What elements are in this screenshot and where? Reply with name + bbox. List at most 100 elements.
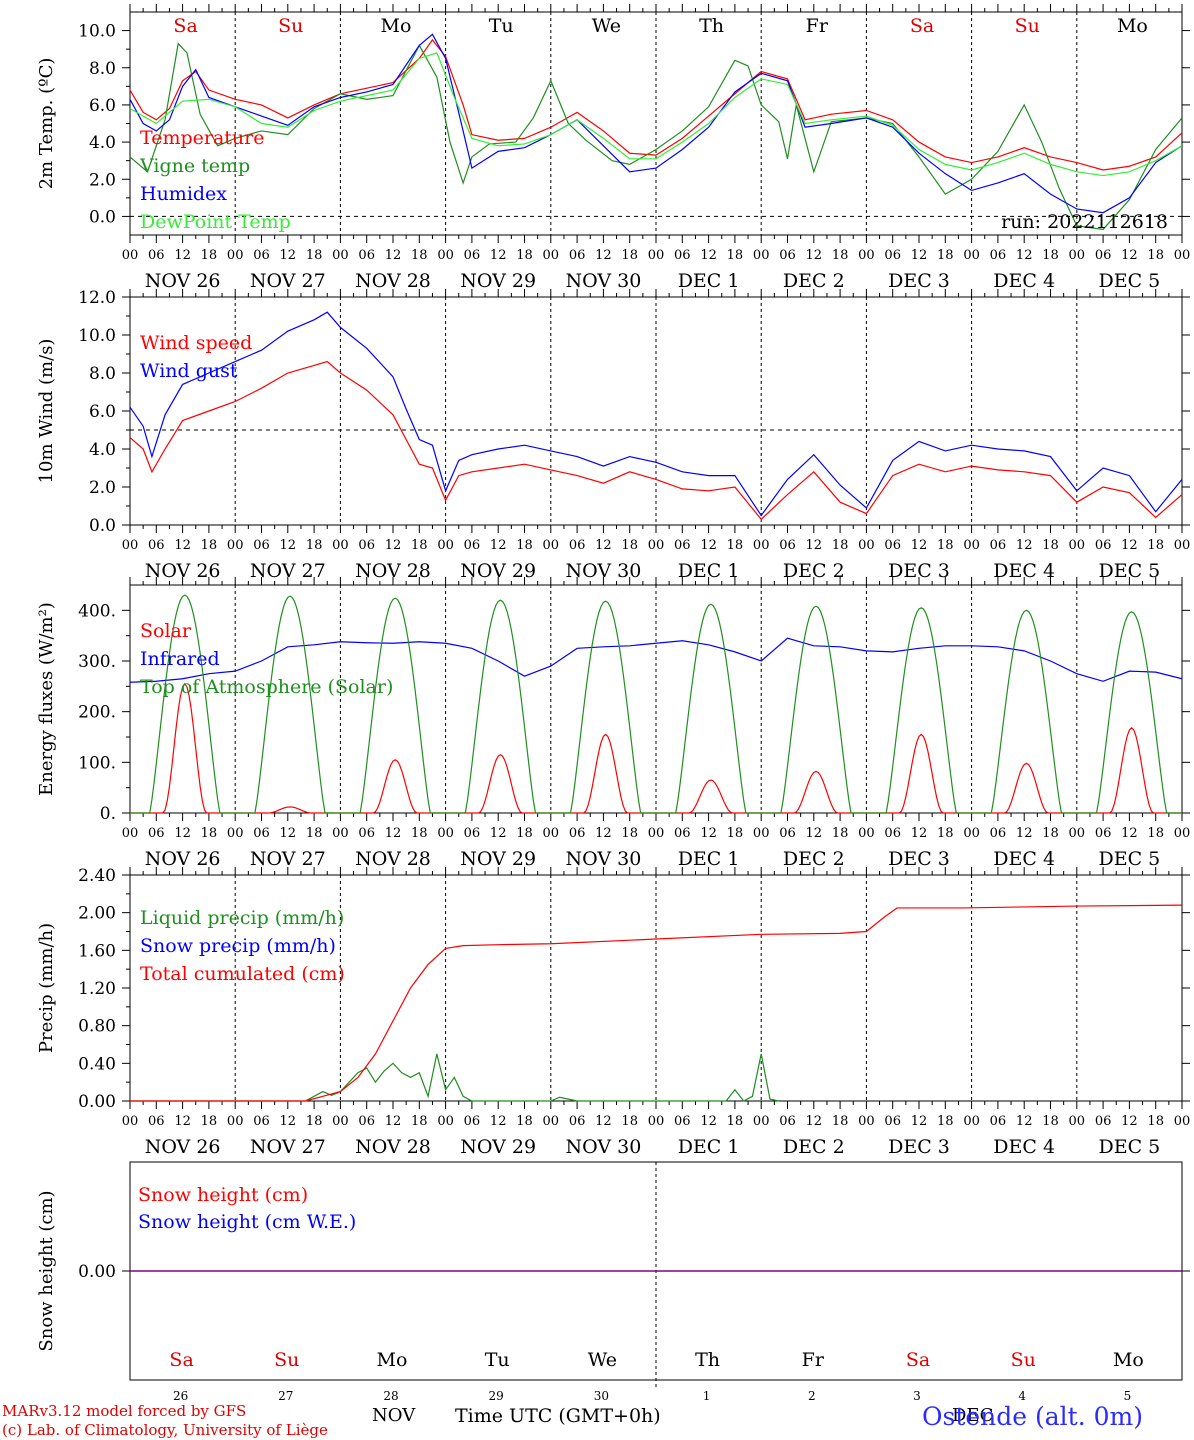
day-number: 30 [594,1389,609,1403]
hour-tick-label: 06 [674,248,691,263]
hour-tick-label: 00 [963,248,980,263]
hour-tick-label: 00 [963,538,980,553]
hour-tick-label: 06 [674,538,691,553]
date-label: NOV 26 [145,1136,221,1158]
weekday-label-top: We [592,15,621,37]
hour-tick-label: 06 [779,826,796,841]
hour-tick-label: 18 [621,538,638,553]
y-tick-label: 2.40 [78,866,116,886]
hour-tick-label: 12 [1121,826,1138,841]
hour-tick-label: 00 [1174,248,1191,263]
legend-entry: Wind gust [140,360,238,382]
hour-tick-label: 12 [1121,248,1138,263]
weekday-label-top: Sa [173,15,197,37]
hour-tick-label: 00 [858,248,875,263]
panel-frame [129,11,1183,236]
hour-tick-label: 12 [595,538,612,553]
date-label: NOV 28 [355,560,431,582]
hour-tick-label: 18 [411,248,428,263]
y-axis-label: Snow height (cm) [36,1190,57,1351]
date-label: NOV 28 [355,848,431,870]
date-label: DEC 1 [678,1136,740,1158]
series-line-total-cumulated-cm- [130,904,1183,1102]
hour-tick-label: 00 [858,1114,875,1129]
y-tick-label: 400. [78,601,116,621]
date-label: DEC 5 [1099,848,1161,870]
hour-tick-label: 12 [490,248,507,263]
weekday-label-top: Tu [489,15,514,37]
hour-tick-label: 00 [753,248,770,263]
hour-tick-label: 18 [411,826,428,841]
weekday-label-top: Mo [1117,15,1148,37]
hour-tick-label: 12 [595,248,612,263]
y-tick-label: 0. [100,804,116,824]
y-tick-label: 0.80 [78,1017,116,1037]
hour-tick-label: 12 [700,538,717,553]
weekday-label-bottom: Th [695,1349,720,1371]
hour-tick-label: 06 [990,826,1007,841]
date-label: DEC 3 [888,848,950,870]
date-label: NOV 26 [145,848,221,870]
hour-tick-label: 06 [358,1114,375,1129]
hour-tick-label: 06 [779,248,796,263]
hour-tick-label: 12 [490,1114,507,1129]
hour-tick-label: 00 [1174,538,1191,553]
series-line-wind-gust [129,311,1183,517]
hour-tick-label: 06 [674,1114,691,1129]
hour-tick-label: 06 [569,248,586,263]
hour-tick-label: 12 [911,538,928,553]
hour-tick-label: 06 [148,538,165,553]
y-tick-label: 0.0 [89,207,116,227]
weekday-label-top: Su [278,15,303,37]
y-tick-label: 10.0 [78,326,116,346]
hour-tick-label: 12 [1016,826,1033,841]
weekday-label-top: Fr [806,15,829,37]
hour-tick-label: 18 [516,826,533,841]
hour-tick-label: 00 [648,538,665,553]
date-label: DEC 1 [678,848,740,870]
hour-tick-label: 12 [385,248,402,263]
hour-tick-label: 00 [753,1114,770,1129]
date-label: NOV 28 [355,1136,431,1158]
hour-tick-label: 12 [280,1114,297,1129]
hour-tick-label: 00 [437,248,454,263]
hour-tick-label: 12 [385,1114,402,1129]
y-axis-label: 10m Wind (m/s) [36,339,57,484]
hour-tick-label: 06 [884,538,901,553]
hour-tick-label: 18 [201,826,218,841]
x-axis-title: Time UTC (GMT+0h) [455,1405,661,1427]
hour-tick-label: 12 [595,826,612,841]
hour-tick-label: 00 [437,1114,454,1129]
hour-tick-label: 00 [227,538,244,553]
hour-tick-label: 06 [674,826,691,841]
y-tick-label: 0.00 [78,1092,116,1112]
hour-tick-label: 00 [543,1114,560,1129]
hour-tick-label: 00 [648,826,665,841]
hour-tick-label: 00 [122,538,139,553]
hour-tick-label: 18 [727,538,744,553]
date-label: DEC 5 [1099,1136,1161,1158]
hour-tick-label: 18 [411,1114,428,1129]
legend-entry: Top of Atmosphere (Solar) [140,676,393,698]
hour-tick-label: 00 [437,826,454,841]
y-tick-label: 2.0 [89,478,116,498]
hour-tick-label: 12 [280,538,297,553]
date-label: DEC 3 [888,560,950,582]
y-tick-label: 300. [78,652,116,672]
y-tick-label: 12.0 [78,288,116,308]
hour-tick-label: 18 [832,538,849,553]
hour-tick-label: 06 [779,1114,796,1129]
y-tick-label: 200. [78,703,116,723]
y-tick-label: 4.0 [89,440,116,460]
y-axis-label: 2m Temp. (ºC) [36,58,57,190]
day-number: 28 [383,1389,398,1403]
hour-tick-label: 12 [806,826,823,841]
hour-tick-label: 12 [1121,538,1138,553]
date-label: DEC 2 [783,270,845,292]
hour-tick-label: 00 [1174,826,1191,841]
hour-tick-label: 18 [1042,248,1059,263]
hour-tick-label: 00 [753,826,770,841]
hour-tick-label: 00 [227,1114,244,1129]
hour-tick-label: 18 [832,248,849,263]
hour-tick-label: 12 [174,1114,191,1129]
